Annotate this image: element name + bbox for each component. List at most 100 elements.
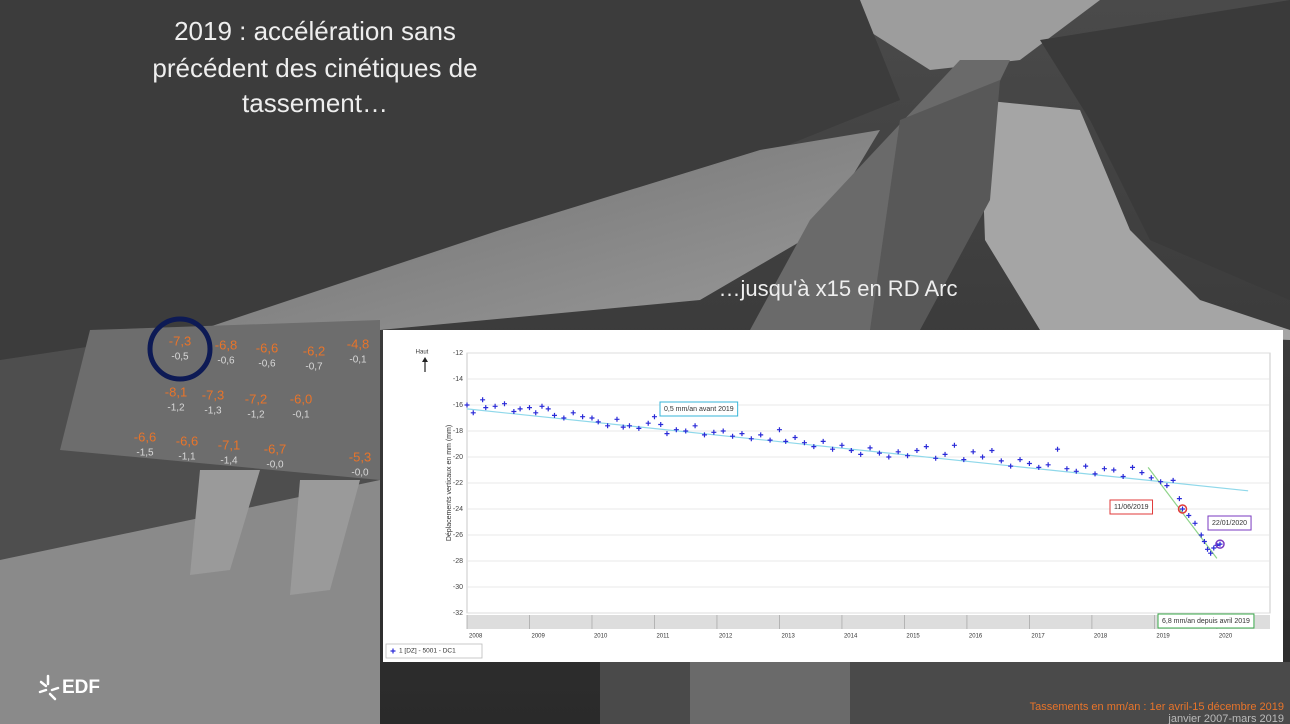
dam-value-2019: -4,8 [347, 336, 369, 351]
data-point [776, 427, 782, 433]
y-tick-label: -18 [453, 428, 463, 435]
data-point [867, 445, 873, 451]
title-line: tassement… [242, 88, 388, 118]
dam-value-2019: -7,2 [245, 391, 267, 406]
legend-swatch [390, 648, 396, 654]
dam-value-before: -1,5 [136, 448, 154, 459]
data-point [783, 438, 789, 444]
data-point [951, 442, 957, 448]
y-tick-label: -16 [453, 402, 463, 409]
data-point [683, 428, 689, 434]
annotation-box [1207, 515, 1252, 531]
data-point [1180, 506, 1186, 512]
data-point [942, 451, 948, 457]
data-point [739, 431, 745, 437]
dam-value-2019: -5,3 [349, 449, 371, 464]
annotated-point [1177, 504, 1188, 514]
data-point [1158, 479, 1164, 485]
data-point [811, 444, 817, 450]
data-point [1176, 496, 1182, 502]
data-point [848, 448, 854, 453]
data-point [905, 453, 911, 459]
x-tick-label: 2011 [656, 634, 670, 640]
data-point [614, 416, 620, 422]
dam-value-2019: -6,7 [264, 441, 286, 456]
data-point [551, 412, 557, 418]
data-point [545, 406, 551, 412]
legend-box [385, 643, 483, 659]
y-tick-label: -26 [453, 532, 463, 539]
slide-title: 2019 : accélération sans précédent des c… [152, 16, 477, 118]
dam-value-2019: -6,0 [290, 391, 312, 406]
y-tick-label: -28 [453, 558, 463, 565]
data-point [1198, 532, 1204, 538]
data-point [1008, 463, 1014, 469]
data-point [539, 403, 545, 409]
annotation-text: 6,8 mm/an depuis avril 2019 [1162, 618, 1250, 625]
dam-value-2019: -6,6 [176, 433, 198, 448]
data-point [1064, 466, 1070, 472]
data-point [492, 403, 498, 409]
data-point [483, 405, 489, 411]
footer-line: janvier 2007-mars 2019 [1167, 713, 1284, 724]
data-point [720, 428, 726, 434]
data-point [517, 406, 523, 412]
data-point [1192, 520, 1198, 526]
data-point [1101, 466, 1107, 472]
x-tick-label: 2013 [781, 634, 795, 640]
data-point [801, 440, 807, 446]
x-tick-label: 2017 [1031, 634, 1045, 640]
data-point [895, 449, 901, 455]
chart: Haut Déplacements verticaux en mm (mm) -… [383, 330, 1283, 662]
annotation-text: 11/06/2019 [1114, 504, 1149, 511]
data-point [839, 442, 845, 448]
dam-value-before: -1,2 [247, 410, 265, 421]
dam-value-before: -0,0 [266, 460, 284, 471]
data-point [620, 424, 626, 430]
dam-value-before: -0,6 [217, 356, 235, 367]
data-point [989, 448, 995, 453]
annotated-point [1215, 539, 1225, 549]
dam-value-2019: -6,6 [256, 340, 278, 355]
data-point [1073, 468, 1079, 474]
dam-value-before: -1,1 [178, 452, 196, 463]
dam-value-before: -1,2 [167, 403, 185, 414]
data-point [1111, 467, 1117, 473]
data-point [1205, 546, 1211, 552]
y-tick-label: -12 [453, 350, 463, 357]
x-axis-band [467, 615, 1270, 629]
x-tick-label: 2020 [1219, 634, 1233, 640]
y-tick-label: -32 [453, 610, 463, 617]
data-point [1208, 550, 1214, 556]
subtitle: …jusqu'à x15 en RD Arc [719, 276, 958, 301]
x-tick-label: 2015 [906, 634, 920, 640]
annotation-box [1157, 613, 1255, 629]
data-point [923, 444, 929, 450]
data-point [730, 433, 736, 439]
data-point [580, 414, 586, 420]
data-point [1139, 470, 1145, 476]
x-tick-label: 2019 [1156, 634, 1170, 640]
annotation-box [659, 401, 739, 417]
data-point [626, 423, 632, 429]
x-tick-label: 2016 [969, 634, 983, 640]
data-point [1026, 461, 1032, 466]
data-point [970, 449, 976, 455]
data-point [1217, 541, 1223, 547]
data-point [526, 405, 532, 411]
y-tick-label: -22 [453, 480, 463, 487]
title-line: précédent des cinétiques de [152, 53, 477, 83]
dam-value-before: -1,4 [220, 456, 238, 467]
data-point [1148, 475, 1154, 481]
dam-value-before: -1,3 [204, 406, 222, 417]
data-point [886, 454, 892, 460]
data-point [914, 448, 920, 453]
title-line: 2019 : accélération sans [174, 16, 456, 46]
dam-value-2019: -7,3 [169, 333, 191, 348]
direction-label: Haut [416, 350, 429, 356]
chart-panel [383, 330, 1283, 662]
data-point [464, 402, 470, 408]
data-point [1083, 463, 1089, 469]
dam-labels: -7,3 -0,5 -6,8 -0,6 -6,6 -0,6 -6,2 -0,7 -4,8 -0,1… [134, 333, 371, 478]
